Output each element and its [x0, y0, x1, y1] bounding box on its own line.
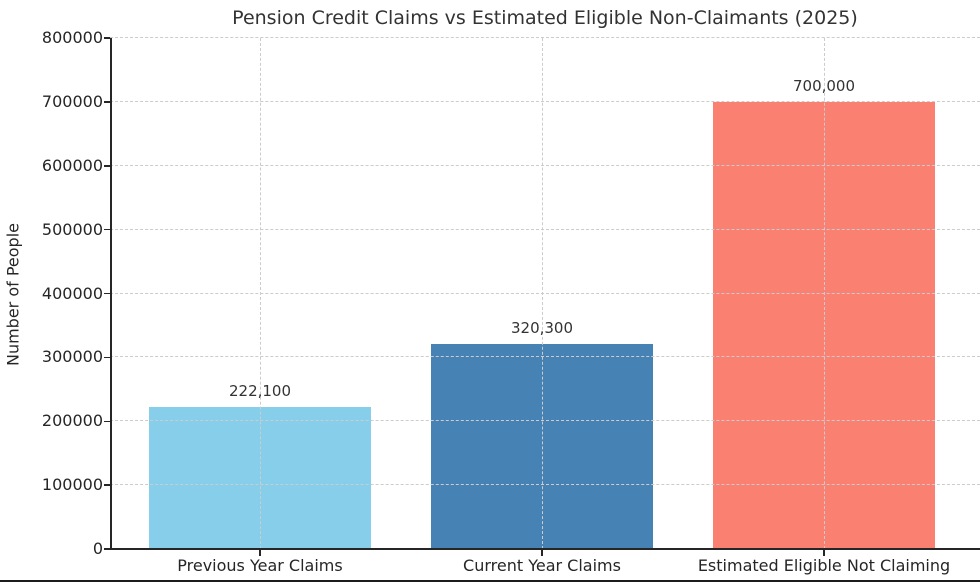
gridline-x-2: [824, 38, 825, 549]
xtick-mark-2: [823, 550, 825, 556]
gridline-x-0: [260, 38, 261, 549]
ytick-mark-800000: [104, 37, 110, 39]
window-bottom-border: [0, 580, 980, 582]
ytick-mark-500000: [104, 228, 110, 231]
gridline-x-1: [542, 38, 543, 549]
gridline-y-100000: [110, 484, 980, 486]
ytick-mark-700000: [104, 101, 110, 103]
y-axis-label: Number of People: [3, 222, 23, 367]
ytick-label-0: 0: [92, 539, 103, 558]
bar-value-label-1: 320,300: [510, 319, 574, 338]
ytick-mark-0: [104, 548, 110, 550]
gridline-y-600000: [110, 164, 980, 166]
x-axis-spine: [110, 548, 980, 550]
ytick-mark-600000: [104, 165, 110, 167]
gridline-y-500000: [110, 228, 980, 230]
plot-area: 222,100 320,300 700,000: [110, 37, 980, 549]
xtick-label-0: Previous Year Claims: [177, 556, 343, 575]
ytick-label-400000: 400000: [41, 283, 103, 303]
xtick-mark-1: [541, 550, 543, 556]
ytick-label-800000: 800000: [41, 28, 103, 47]
bar-value-label-2: 700,000: [792, 76, 856, 95]
ytick-label-300000: 300000: [41, 347, 103, 367]
bar-value-label-0: 222,100: [228, 382, 292, 401]
ytick-mark-300000: [104, 356, 110, 359]
ytick-label-100000: 100000: [41, 475, 103, 495]
gridline-y-300000: [110, 356, 980, 358]
xtick-label-1: Current Year Claims: [463, 556, 621, 575]
xtick-mark-0: [259, 550, 261, 556]
ytick-label-600000: 600000: [41, 155, 103, 175]
gridline-y-700000: [110, 100, 980, 102]
ytick-mark-400000: [104, 292, 110, 295]
ytick-label-200000: 200000: [41, 411, 103, 431]
ytick-mark-200000: [104, 420, 110, 422]
ytick-label-700000: 700000: [41, 91, 103, 111]
chart-title: Pension Credit Claims vs Estimated Eligi…: [232, 7, 858, 29]
ytick-label-500000: 500000: [41, 219, 103, 239]
y-axis-spine: [110, 38, 112, 550]
gridline-y-200000: [110, 420, 980, 422]
gridline-y-800000: [110, 37, 980, 38]
xtick-label-2: Estimated Eligible Not Claiming: [697, 556, 951, 575]
gridline-y-400000: [110, 292, 980, 294]
ytick-mark-100000: [104, 484, 110, 486]
